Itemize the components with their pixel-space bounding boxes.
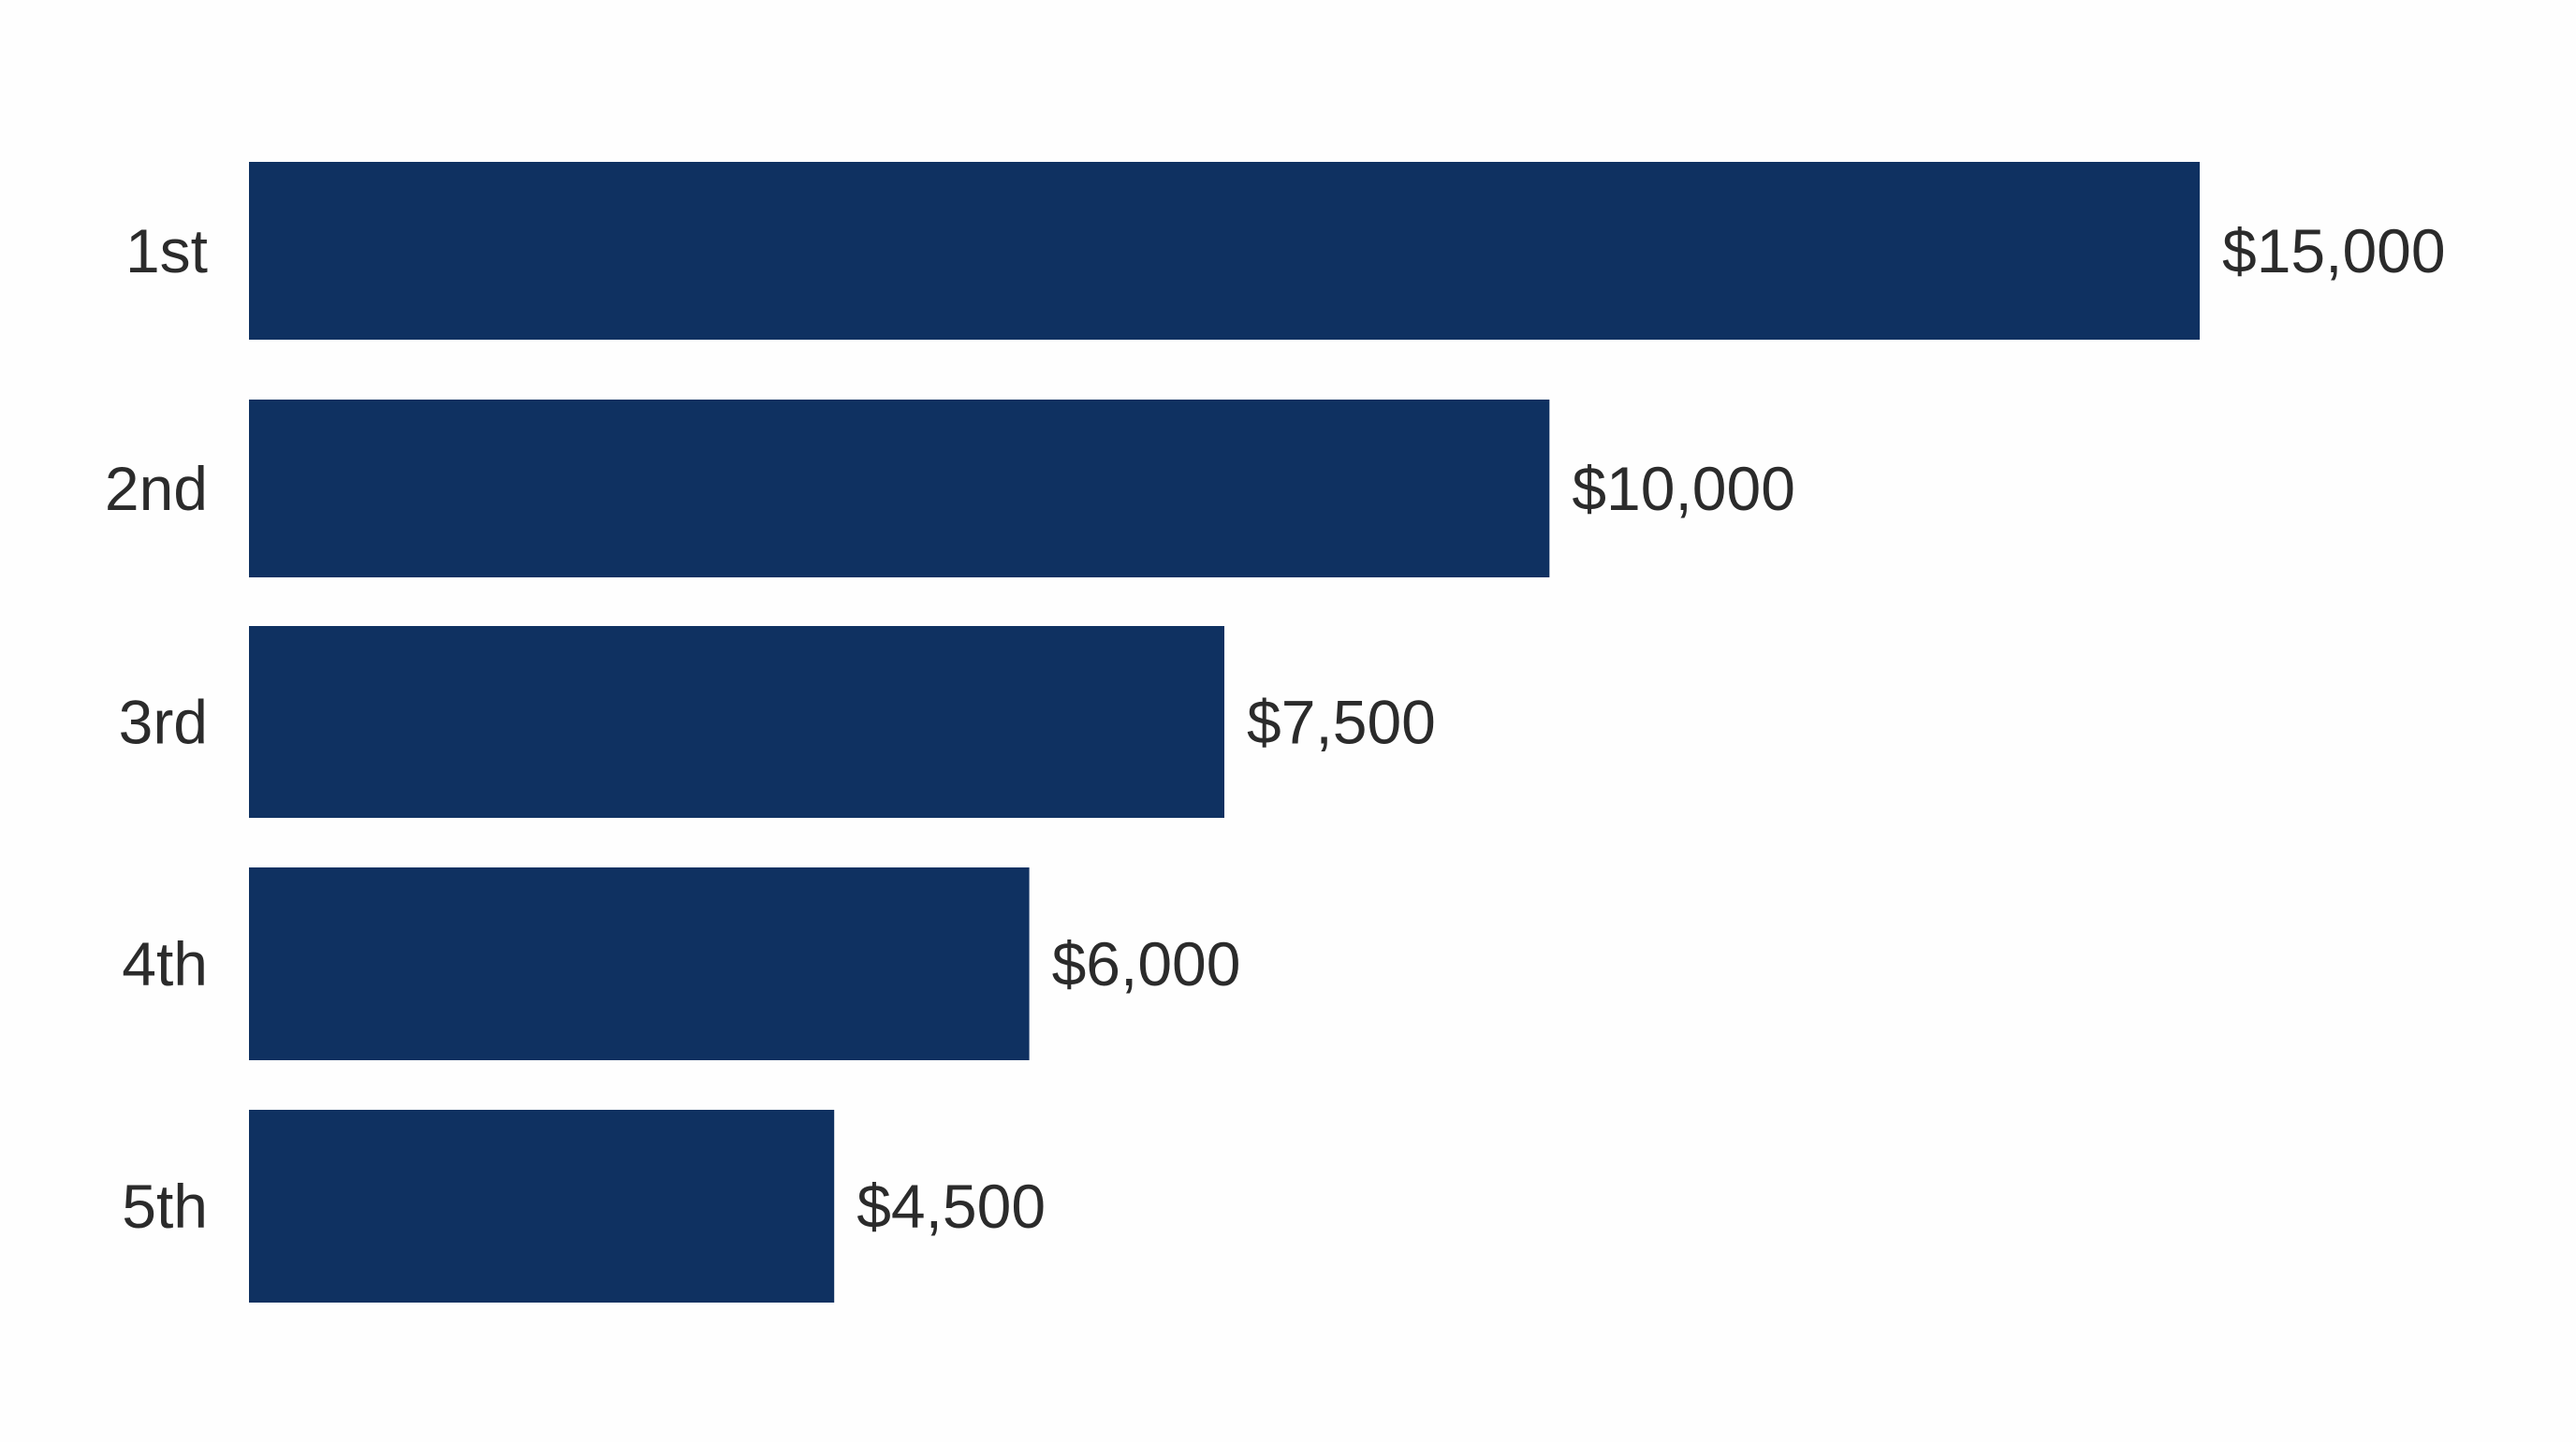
- bar-4th: [249, 867, 1030, 1060]
- labels-layer: 1st $15,000 2nd $10,000 3rd $7,500 4th $6,000 5t…: [105, 216, 2446, 1241]
- category-label-3rd: 3rd: [119, 688, 208, 757]
- value-label-1st: $15,000: [2222, 216, 2446, 285]
- bar-1st: [249, 162, 2200, 340]
- value-label-3rd: $7,500: [1247, 688, 1436, 757]
- category-label-5th: 5th: [122, 1172, 208, 1241]
- bar-3rd: [249, 626, 1224, 818]
- bars-layer: [249, 162, 2200, 1303]
- value-label-5th: $4,500: [856, 1172, 1046, 1241]
- category-label-4th: 4th: [122, 929, 208, 998]
- bar-2nd: [249, 400, 1550, 577]
- category-label-2nd: 2nd: [105, 454, 208, 523]
- bar-5th: [249, 1110, 835, 1303]
- value-label-2nd: $10,000: [1572, 454, 1795, 523]
- category-label-1st: 1st: [125, 216, 208, 285]
- value-label-4th: $6,000: [1052, 929, 1241, 998]
